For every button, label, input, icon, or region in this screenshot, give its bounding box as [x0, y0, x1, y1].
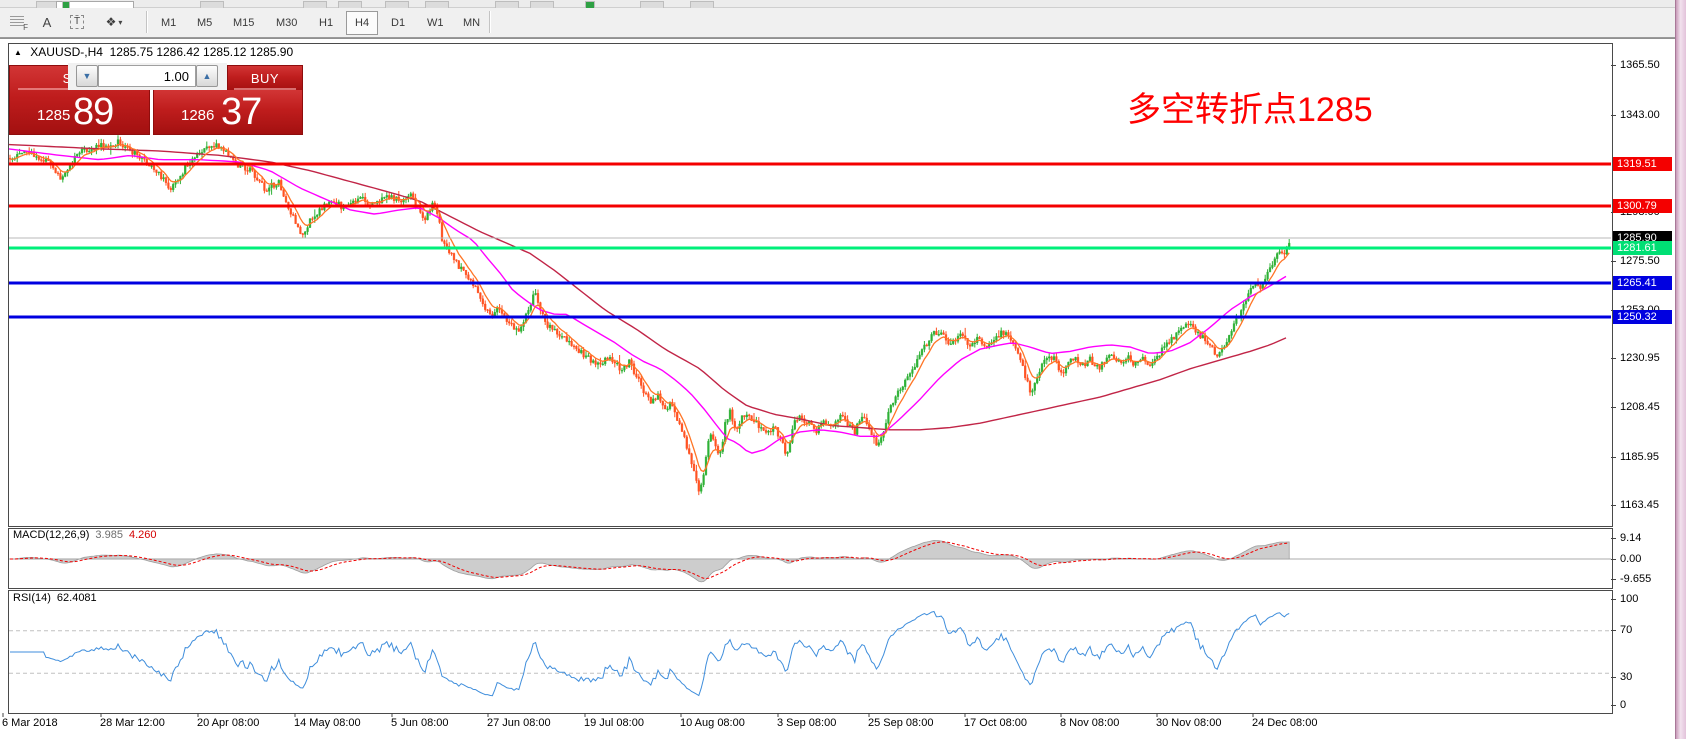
timeframe-button-m15[interactable]: M15	[233, 17, 255, 29]
time-tick: 24 Dec 08:00	[1252, 717, 1318, 729]
vertical-scrollbar[interactable]	[1675, 0, 1686, 739]
macd-tick--9.655: -9.655	[1611, 572, 1679, 586]
price-tick-1365.50: 1365.50	[1611, 58, 1679, 72]
toolbar-partial-icon[interactable]	[425, 1, 449, 8]
buy-button[interactable]: BUY	[227, 65, 303, 91]
toolbar-separator	[146, 11, 148, 33]
time-tick: 17 Oct 08:00	[964, 717, 1027, 729]
timeframe-button-w1[interactable]: W1	[427, 17, 444, 29]
shapes-icon[interactable]: ❖ ▾	[96, 11, 132, 33]
macd-label: MACD(12,26,9) 3.985 4.260	[13, 529, 156, 541]
price-badge-1250.32: 1250.32	[1613, 310, 1672, 324]
time-tick: 10 Aug 08:00	[680, 717, 745, 729]
macd-tick-9.14: 9.14	[1611, 531, 1679, 545]
toolbar-partial-green-icon[interactable]	[585, 1, 595, 8]
toolbar-separator	[489, 11, 491, 33]
main-toolbar: F A T ❖ ▾ M1 M5 M15 M30 H1 H4 D1 W1 MN	[0, 8, 1686, 38]
volume-increase-button[interactable]: ▲	[196, 65, 218, 87]
chart-collapse-icon[interactable]: ▲	[14, 48, 22, 57]
sell-underline	[18, 88, 69, 90]
buy-price-small: 1286	[181, 107, 215, 124]
toolbar-partial-icon[interactable]	[385, 1, 409, 8]
chart-ohlc-values: 1285.75 1286.42 1285.12 1285.90	[109, 45, 294, 59]
volume-input[interactable]	[98, 65, 196, 87]
price-badge-1300.79: 1300.79	[1613, 199, 1672, 213]
chevron-down-icon: ▾	[118, 17, 123, 27]
toolbar-partial-icon[interactable]	[690, 1, 714, 8]
text-box-glyph: T	[69, 15, 85, 29]
price-badge-1281.61: 1281.61	[1613, 241, 1672, 255]
rsi-tick-0: 0	[1611, 698, 1679, 712]
buy-underline	[233, 88, 297, 90]
time-tick: 28 Mar 12:00	[100, 717, 165, 729]
sell-price-small: 1285	[37, 107, 71, 124]
time-tick: 8 Nov 08:00	[1060, 717, 1120, 729]
timeframe-button-h1[interactable]: H1	[319, 17, 334, 29]
buy-button-label: BUY	[250, 71, 280, 86]
rsi-tick-30: 30	[1611, 670, 1679, 684]
price-badge-1265.41: 1265.41	[1613, 276, 1672, 290]
macd-main-value: 3.985	[95, 529, 123, 541]
rsi-panel[interactable]	[8, 590, 1613, 714]
time-tick: 3 Sep 08:00	[777, 717, 837, 729]
price-badge-1319.51: 1319.51	[1613, 157, 1672, 171]
price-tick-1163.45: 1163.45	[1611, 498, 1679, 512]
timeframe-button-m1[interactable]: M1	[161, 17, 177, 29]
fibonacci-icon[interactable]: F	[4, 11, 30, 33]
time-tick: 14 May 08:00	[294, 717, 361, 729]
macd-signal-value: 4.260	[128, 529, 157, 541]
toolbar-partial-icon[interactable]	[530, 1, 554, 8]
timeframe-button-h4[interactable]: H4	[346, 11, 379, 35]
window-top-border	[0, 38, 1686, 39]
timeframe-button-m30[interactable]: M30	[276, 17, 298, 29]
time-tick: 27 Jun 08:00	[487, 717, 551, 729]
price-tick-1230.95: 1230.95	[1611, 351, 1679, 365]
price-tick-1275.50: 1275.50	[1611, 254, 1679, 268]
time-tick: 6 Mar 2018	[2, 717, 58, 729]
buy-price-big: 37	[221, 91, 262, 133]
toolbar-partial-icon[interactable]	[338, 1, 362, 8]
macd-panel[interactable]	[8, 528, 1613, 589]
rsi-label: RSI(14) 62.4081	[13, 592, 97, 604]
rsi-tick-70: 70	[1611, 623, 1679, 637]
time-tick: 25 Sep 08:00	[868, 717, 934, 729]
toolbar-partial-icon[interactable]	[640, 1, 664, 8]
time-tick: 5 Jun 08:00	[391, 717, 449, 729]
time-tick: 30 Nov 08:00	[1156, 717, 1222, 729]
volume-decrease-button[interactable]: ▼	[76, 65, 98, 87]
volume-stepper: ▼ ▲	[68, 63, 227, 90]
macd-name: MACD(12,26,9)	[13, 529, 90, 541]
timeframe-button-d1[interactable]: D1	[391, 17, 406, 29]
price-tick-1208.45: 1208.45	[1611, 400, 1679, 414]
price-tick-1343.00: 1343.00	[1611, 108, 1679, 122]
chart-text-annotation[interactable]: 多空转折点1285	[1127, 91, 1373, 129]
rsi-value: 62.4081	[56, 592, 97, 604]
time-tick: 20 Apr 08:00	[197, 717, 260, 729]
fibonacci-glyph: F	[10, 16, 28, 32]
time-tick: 19 Jul 08:00	[584, 717, 644, 729]
text-box-icon[interactable]: T	[64, 11, 90, 33]
buy-price-display[interactable]	[153, 90, 303, 135]
toolbar-partial-icon[interactable]	[495, 1, 519, 8]
sell-price-big: 89	[73, 91, 114, 133]
shapes-glyph: ❖	[105, 15, 117, 29]
chart-symbol-label: XAUUSD-,H4	[30, 45, 103, 59]
timeframe-button-mn[interactable]: MN	[463, 17, 481, 29]
toolbar-top-partial-row	[0, 0, 1686, 9]
chart-header: ▲ XAUUSD-,H4 1285.75 1286.42 1285.12 128…	[14, 45, 293, 59]
toolbar-partial-icon[interactable]	[200, 1, 224, 8]
timeframe-button-m5[interactable]: M5	[197, 17, 213, 29]
rsi-name: RSI(14)	[13, 592, 51, 604]
macd-tick-0.00: 0.00	[1611, 552, 1679, 566]
toolbar-partial-green-icon	[62, 1, 70, 8]
rsi-tick-100: 100	[1611, 592, 1679, 606]
price-tick-1185.95: 1185.95	[1611, 450, 1679, 464]
text-label-icon[interactable]: A	[42, 14, 52, 30]
toolbar-partial-icon[interactable]	[303, 1, 327, 8]
